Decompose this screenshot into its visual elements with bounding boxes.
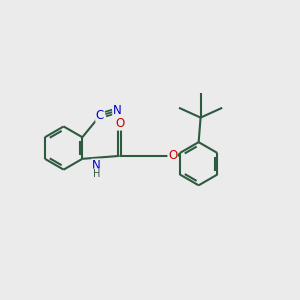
Text: N: N xyxy=(113,104,122,117)
Text: O: O xyxy=(168,149,177,162)
Text: N: N xyxy=(92,159,100,172)
Text: C: C xyxy=(96,109,104,122)
Text: O: O xyxy=(116,117,125,130)
Text: H: H xyxy=(93,169,101,179)
